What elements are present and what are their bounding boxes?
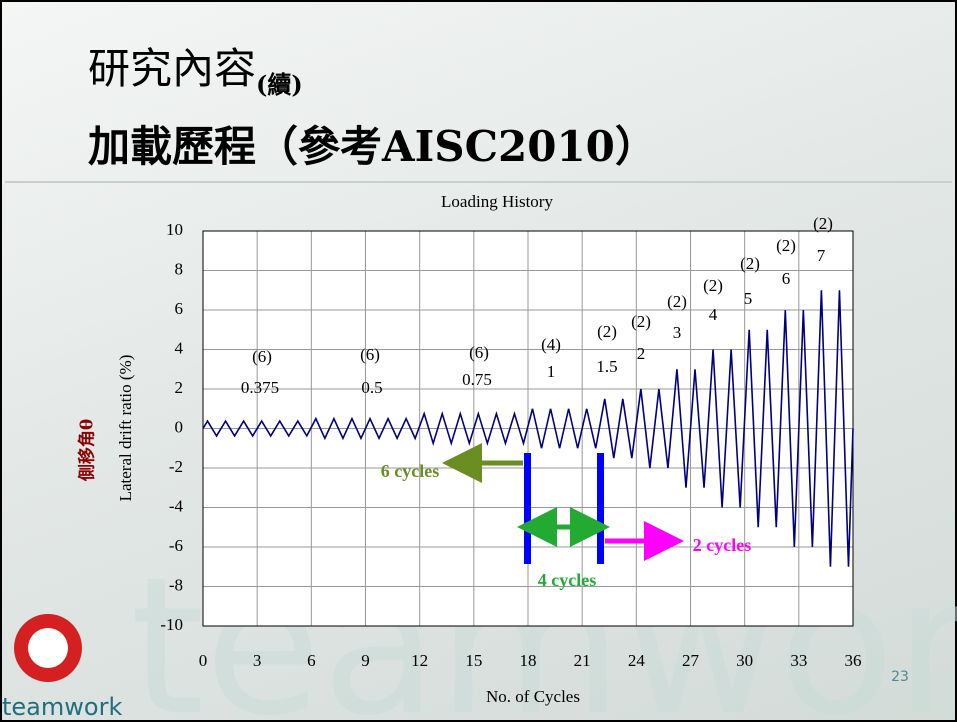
y-axis-label: Lateral drift ratio (%) <box>116 355 135 502</box>
x-tick-label: 6 <box>307 651 316 670</box>
y-tick-label: 4 <box>175 338 184 357</box>
x-tick-label: 3 <box>253 651 262 670</box>
phase-bar <box>524 453 531 564</box>
x-tick-label: 21 <box>574 651 591 670</box>
x-tick-label: 24 <box>628 651 646 670</box>
chart-title: Loading History <box>441 192 553 211</box>
annotation-count: (2) <box>597 322 617 341</box>
annotation-count: (2) <box>703 276 723 295</box>
annotation-amplitude: 1 <box>547 362 556 381</box>
annotation-amplitude: 5 <box>744 289 753 308</box>
x-tick-label: 18 <box>520 651 537 670</box>
x-axis-label: No. of Cycles <box>486 687 580 706</box>
y-tick-label: 10 <box>166 220 183 239</box>
callout: 2 cycles <box>693 535 751 555</box>
x-tick-label: 15 <box>465 651 482 670</box>
annotation-amplitude: 0.75 <box>462 370 492 389</box>
y-tick-label: -10 <box>160 615 183 634</box>
y-tick-label: -8 <box>169 575 183 594</box>
y-tick-label: 6 <box>175 299 184 318</box>
annotation-amplitude: 0.375 <box>241 378 279 397</box>
y-tick-label: -2 <box>169 457 183 476</box>
x-tick-label: 0 <box>199 651 208 670</box>
annotation-count: (2) <box>740 254 760 273</box>
annotation-count: (6) <box>360 345 380 364</box>
y-tick-label: -6 <box>169 536 183 555</box>
x-tick-label: 33 <box>790 651 807 670</box>
title-suffix: (續) <box>256 70 303 99</box>
y-tick-label: 8 <box>175 259 184 278</box>
x-tick-label: 36 <box>845 651 862 670</box>
annotation-amplitude: 0.5 <box>361 378 382 397</box>
y-tick-label: 2 <box>175 378 184 397</box>
annotation-count: (4) <box>541 335 561 354</box>
annotation-amplitude: 1.5 <box>596 357 617 376</box>
x-tick-label: 27 <box>682 651 700 670</box>
annotation-count: (2) <box>813 214 833 233</box>
slide: teamwork 研究內容(續) 加載歷程（參考AISC2010） 側移角θ t… <box>0 0 957 722</box>
annotation-amplitude: 3 <box>673 323 682 342</box>
annotation-amplitude: 6 <box>782 269 791 288</box>
y-tick-label: 0 <box>175 417 184 436</box>
phase-bar <box>597 453 604 564</box>
annotation-amplitude: 7 <box>817 246 826 265</box>
annotation-count: (2) <box>776 236 796 255</box>
annotation-count: (6) <box>469 343 489 362</box>
title-line2: 加載歷程（參考AISC2010） <box>88 122 657 171</box>
logo-emblem <box>28 628 68 668</box>
annotation-count: (2) <box>667 292 687 311</box>
annotation-count: (6) <box>252 347 272 366</box>
chart: teamwork 研究內容(續) 加載歷程（參考AISC2010） 側移角θ t… <box>0 0 957 722</box>
logo-text: teamwork <box>2 693 122 721</box>
annotation-amplitude: 2 <box>637 344 646 363</box>
page-number: 23 <box>891 669 909 685</box>
annotation-count: (2) <box>631 312 651 331</box>
title-line1: 研究內容(續) <box>88 44 303 99</box>
callout: 6 cycles <box>381 461 439 481</box>
x-tick-label: 9 <box>361 651 370 670</box>
annotation-amplitude: 4 <box>709 305 718 324</box>
title-main: 研究內容 <box>88 44 256 93</box>
y-tick-label: -4 <box>169 496 184 515</box>
callout: 4 cycles <box>538 570 596 590</box>
x-tick-label: 30 <box>736 651 753 670</box>
side-label: 側移角θ <box>77 419 98 482</box>
x-tick-label: 12 <box>411 651 428 670</box>
